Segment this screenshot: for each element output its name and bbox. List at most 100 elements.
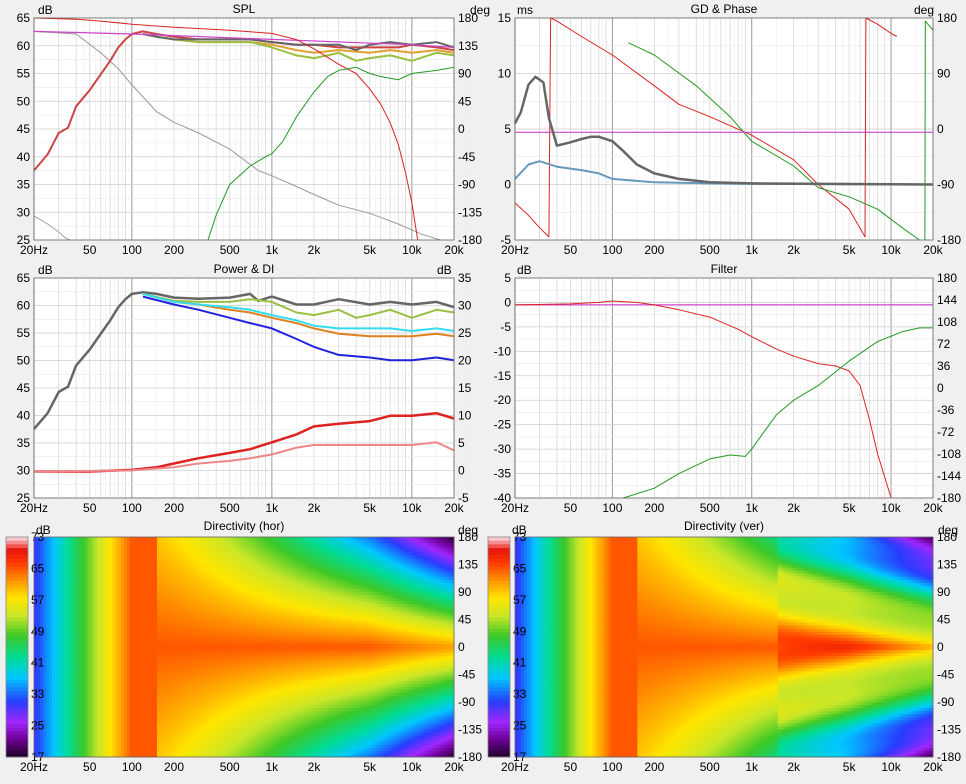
heat-cell	[118, 699, 121, 702]
heat-cell	[190, 665, 193, 668]
heat-cell	[64, 558, 67, 561]
heat-cell	[205, 604, 208, 607]
heat-cell	[142, 558, 145, 561]
heat-cell	[226, 565, 229, 568]
heat-cell	[157, 558, 160, 561]
heat-cell	[49, 613, 52, 616]
heat-cell	[226, 653, 229, 656]
heat-cell	[55, 558, 58, 561]
heat-cell	[106, 668, 109, 671]
heat-cell	[82, 723, 85, 726]
heat-cell	[106, 561, 109, 564]
heat-cell	[121, 586, 124, 589]
heat-cell	[139, 571, 142, 574]
heat-cell	[208, 720, 211, 723]
heat-cell	[79, 711, 82, 714]
heat-cell	[133, 601, 136, 604]
heat-cell	[133, 662, 136, 665]
heat-cell	[181, 714, 184, 717]
heat-cell	[151, 726, 154, 729]
heat-cell	[217, 644, 220, 647]
heat-cell	[64, 714, 67, 717]
heat-cell	[154, 678, 157, 681]
heat-cell	[142, 543, 145, 546]
heat-cell	[172, 699, 175, 702]
heat-cell	[136, 586, 139, 589]
heat-cell	[61, 675, 64, 678]
heat-cell	[37, 552, 40, 555]
heat-cell	[118, 571, 121, 574]
heat-cell	[217, 555, 220, 558]
heat-cell	[64, 638, 67, 641]
chart-gd: GD & Phasemsdeg20Hz501002005001k2k5k10k2…	[498, 2, 962, 257]
heat-cell	[58, 604, 61, 607]
heat-cell	[112, 708, 115, 711]
right-tick-label: 5	[458, 436, 465, 450]
heat-cell	[58, 705, 61, 708]
heat-cell	[106, 540, 109, 543]
heat-cell	[160, 552, 163, 555]
heat-cell	[178, 592, 181, 595]
heat-cell	[169, 705, 172, 708]
heat-cell	[82, 552, 85, 555]
heat-cell	[229, 690, 232, 693]
heat-cell	[130, 733, 133, 736]
heat-cell	[205, 644, 208, 647]
heat-cell	[145, 659, 148, 662]
heat-cell	[190, 620, 193, 623]
heat-cell	[85, 693, 88, 696]
heat-cell	[91, 616, 94, 619]
heat-cell	[136, 733, 139, 736]
heat-cell	[40, 613, 43, 616]
heat-cell	[187, 662, 190, 665]
heat-cell	[61, 659, 64, 662]
heat-cell	[109, 610, 112, 613]
heat-cell	[46, 656, 49, 659]
heat-cell	[64, 647, 67, 650]
heat-cell	[199, 543, 202, 546]
heat-cell	[64, 561, 67, 564]
heat-cell	[166, 711, 169, 714]
heat-cell	[199, 711, 202, 714]
heat-cell	[115, 662, 118, 665]
heat-cell	[184, 678, 187, 681]
heat-cell	[55, 662, 58, 665]
heat-cell	[160, 613, 163, 616]
heat-cell	[205, 668, 208, 671]
heat-cell	[166, 537, 169, 540]
heat-cell	[52, 696, 55, 699]
heat-cell	[205, 571, 208, 574]
heat-cell	[139, 543, 142, 546]
heat-cell	[79, 751, 82, 754]
heat-cell	[175, 644, 178, 647]
heat-cell	[142, 592, 145, 595]
heat-cell	[217, 598, 220, 601]
heat-cell	[190, 598, 193, 601]
heat-cell	[160, 659, 163, 662]
x-tick-label: 100	[122, 501, 142, 515]
heat-cell	[70, 598, 73, 601]
heat-cell	[226, 607, 229, 610]
heat-cell	[106, 586, 109, 589]
heat-cell	[70, 604, 73, 607]
heat-cell	[142, 607, 145, 610]
heat-cell	[43, 607, 46, 610]
heat-cell	[199, 607, 202, 610]
heat-cell	[115, 647, 118, 650]
heat-cell	[190, 561, 193, 564]
heat-cell	[148, 552, 151, 555]
heat-cell	[46, 714, 49, 717]
heat-cell	[184, 656, 187, 659]
heat-cell	[88, 620, 91, 623]
heat-cell	[142, 616, 145, 619]
heat-cell	[61, 702, 64, 705]
heat-cell	[43, 714, 46, 717]
heat-cell	[211, 696, 214, 699]
heat-cell	[97, 699, 100, 702]
heat-cell	[190, 558, 193, 561]
heat-cell	[73, 647, 76, 650]
heat-cell	[91, 714, 94, 717]
heat-cell	[160, 653, 163, 656]
heat-cell	[73, 714, 76, 717]
heat-cell	[214, 736, 217, 739]
